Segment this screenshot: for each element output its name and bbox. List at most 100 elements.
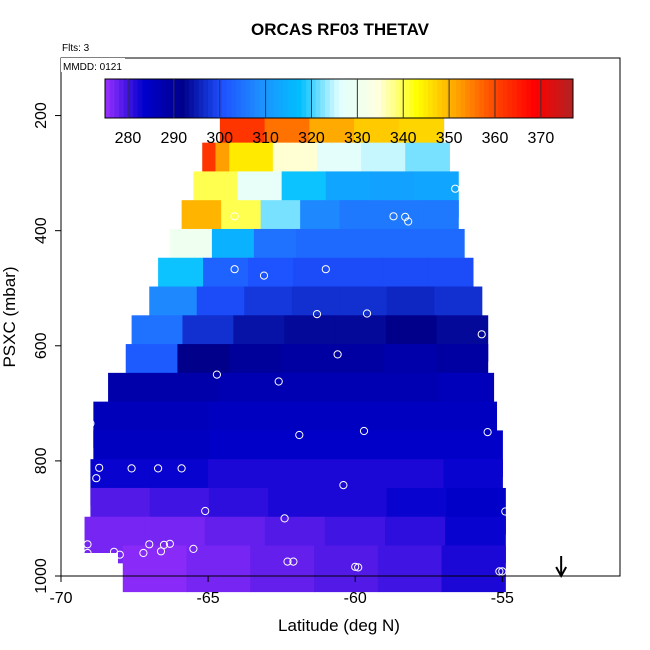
colorbar-segment <box>156 79 162 118</box>
x-axis: -70 -65 -60 -55 <box>49 576 514 607</box>
colorbar-tick-label: 320 <box>298 130 325 147</box>
observation-point <box>145 540 154 549</box>
colorbar-segment <box>427 79 434 118</box>
observation-point <box>404 217 413 226</box>
colorbar-segment <box>189 79 195 118</box>
colorbar-segment <box>395 79 401 118</box>
observation-point <box>230 265 239 274</box>
observation-point <box>159 540 169 550</box>
observation-point <box>86 419 95 428</box>
colorbar-segment <box>151 79 157 118</box>
colorbar-segment <box>526 79 532 118</box>
date-label-box <box>61 58 125 72</box>
colorbar-segment <box>170 79 176 118</box>
colorbar-segment <box>549 79 555 118</box>
date-label: MMDD: 0121 <box>63 62 122 73</box>
colorbar-segment <box>268 79 274 118</box>
observation-point <box>451 184 460 193</box>
colorbar-segment <box>245 79 251 118</box>
observation-point <box>339 481 348 490</box>
observation-point <box>289 557 298 566</box>
colorbar-frame <box>104 78 574 119</box>
colorbar-segment <box>498 79 504 118</box>
colorbar-segment <box>465 79 471 118</box>
observation-point <box>92 474 101 483</box>
x-axis-label: Latitude (deg N) <box>278 616 400 635</box>
colorbar-segment <box>198 79 204 118</box>
colorbar-tick-label: 330 <box>344 130 371 147</box>
colorbar-segment <box>535 79 541 118</box>
observation-point <box>212 370 221 379</box>
colorbar-segment <box>334 79 340 118</box>
colorbar-segment <box>353 79 359 118</box>
colorbar-segment <box>324 79 331 118</box>
heatmap-layers <box>84 85 506 593</box>
colorbar-segment <box>362 79 368 118</box>
colorbar-segment <box>516 79 523 118</box>
observation-point <box>274 377 283 386</box>
colorbar-segment <box>530 79 537 118</box>
colorbar-segment <box>441 79 448 118</box>
colorbar-segment <box>315 79 321 118</box>
colorbar-tick-label: 360 <box>482 130 509 147</box>
colorbar-segment <box>493 79 499 118</box>
x-tick-label: -60 <box>344 590 367 607</box>
colorbar-segment <box>175 79 181 118</box>
colorbar-tick-label: 310 <box>252 130 279 147</box>
colorbar-segment <box>371 79 377 118</box>
observation-point <box>351 562 360 571</box>
observation-point <box>312 310 322 319</box>
colorbar-segment <box>273 79 279 118</box>
observation-point <box>189 544 198 554</box>
y-axis-label: PSXC (mbar) <box>0 266 19 367</box>
colorbar-segment <box>123 79 129 118</box>
colorbar-segment <box>460 79 466 118</box>
observation-point <box>501 507 510 516</box>
colorbar-segment <box>470 79 476 118</box>
observation-point <box>495 567 504 576</box>
colorbar-segment <box>390 79 396 118</box>
colorbar-segment <box>540 79 546 118</box>
colorbar-segment <box>563 79 569 118</box>
colorbar-tick-label: 280 <box>115 130 142 147</box>
arrow-head <box>555 566 568 579</box>
colorbar-segment <box>409 79 415 118</box>
heatmap-cell <box>377 545 443 593</box>
colorbar-segment <box>348 79 354 118</box>
colorbar-segment <box>222 79 228 118</box>
x-tick-label: -65 <box>197 590 220 607</box>
observation-point <box>165 539 174 548</box>
observation-point <box>359 426 369 436</box>
observation-points <box>83 99 510 576</box>
colorbar-segment <box>451 79 457 118</box>
observation-point <box>230 212 239 221</box>
heatmap-cell <box>441 545 506 593</box>
colorbar-ticks: 280 290 300 310 320 330 340 350 360 370 <box>115 79 554 147</box>
observation-point <box>139 548 148 558</box>
colorbar-segment <box>329 79 335 118</box>
colorbar-tick-label: 350 <box>436 130 463 147</box>
observation-point <box>483 428 492 437</box>
colorbar-segment <box>203 79 209 118</box>
colorbar-segment <box>282 79 289 118</box>
observation-point <box>154 464 163 473</box>
observation-point <box>295 430 304 440</box>
colorbar-segment <box>484 79 490 118</box>
colorbar-tick-label: 290 <box>160 130 187 147</box>
observation-point <box>280 514 289 523</box>
colorbar-segment <box>207 79 214 118</box>
colorbar-segment <box>114 79 120 118</box>
x-tick-label: -70 <box>49 590 72 607</box>
y-tick-label: 1000 <box>33 558 50 594</box>
chart-title: ORCAS RF03 THETAV <box>251 20 430 39</box>
colorbar-segment <box>264 79 270 118</box>
observation-point <box>283 557 292 566</box>
heatmap-cell <box>314 545 379 593</box>
colorbar-segment <box>292 79 298 118</box>
y-axis: 200 400 600 800 1000 <box>33 102 61 594</box>
observation-point <box>156 547 166 556</box>
colorbar-segment <box>343 79 349 118</box>
observation-point <box>362 309 372 318</box>
colorbar-segment <box>381 79 387 118</box>
colorbar-tick-label: 300 <box>206 130 233 147</box>
